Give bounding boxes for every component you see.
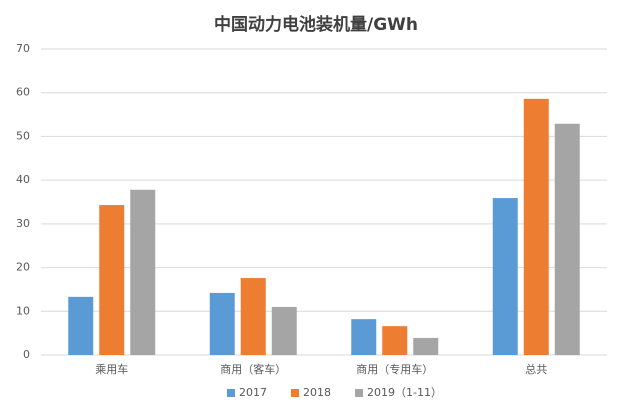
bar — [554, 123, 580, 355]
bar — [99, 205, 125, 355]
legend-swatch — [355, 389, 363, 397]
bar — [68, 296, 94, 355]
bar — [351, 319, 377, 355]
bar — [413, 337, 439, 355]
y-tick-label: 70 — [16, 42, 30, 55]
legend-label: 2017 — [239, 386, 267, 399]
chart-title: 中国动力电池装机量/GWh — [214, 14, 418, 35]
y-tick-label: 30 — [16, 217, 30, 230]
bar — [130, 189, 156, 355]
y-tick-label: 50 — [16, 129, 30, 142]
x-tick-label: 总共 — [525, 362, 547, 376]
x-tick-label: 商用（客车） — [220, 362, 286, 376]
legend-swatch — [227, 389, 235, 397]
legend-label: 2019（1-11） — [367, 386, 442, 399]
bar — [492, 198, 518, 355]
legend-label: 2018 — [303, 386, 331, 399]
y-tick-label: 20 — [16, 261, 30, 274]
y-tick-label: 40 — [16, 173, 30, 186]
x-tick-label: 商用（专用车） — [356, 362, 433, 376]
y-tick-label: 0 — [23, 348, 30, 361]
bar — [382, 326, 408, 355]
bar — [240, 278, 266, 355]
bar — [209, 292, 235, 355]
y-tick-label: 10 — [16, 304, 30, 317]
bar — [523, 98, 549, 355]
x-tick-label: 乘用车 — [95, 362, 128, 376]
y-tick-label: 60 — [16, 86, 30, 99]
legend-swatch — [291, 389, 299, 397]
bar — [271, 306, 297, 355]
